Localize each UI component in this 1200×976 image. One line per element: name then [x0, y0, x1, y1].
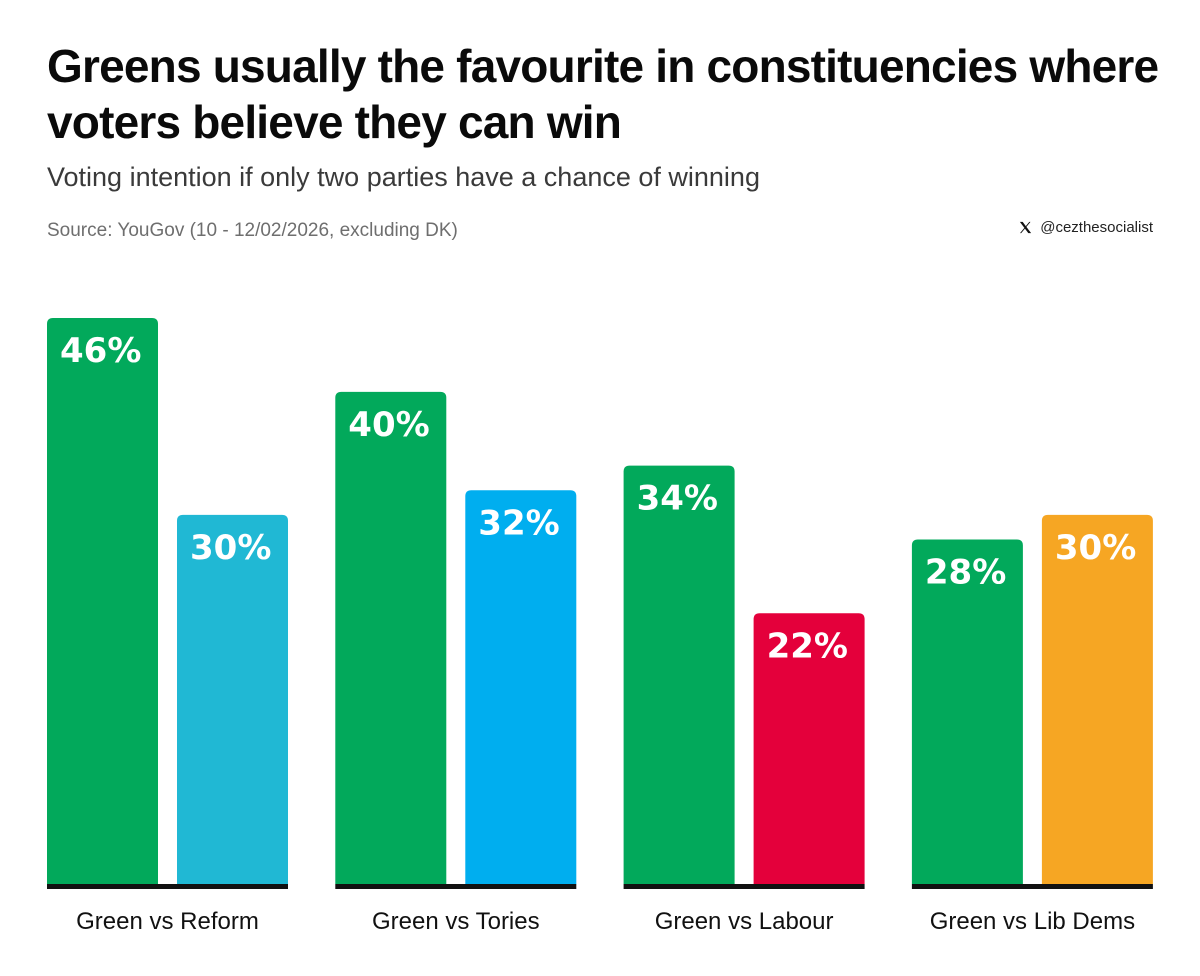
bar-green-vs-lib-dems-lib-dems — [1041, 514, 1153, 884]
credit-handle: @cezthesocialist — [1040, 219, 1153, 236]
data-label-green-vs-labour-green: 34% — [637, 479, 718, 519]
bar-green-vs-tories-tories — [465, 490, 577, 884]
data-label-green-vs-tories-green: 40% — [348, 405, 429, 445]
source-note: Source: YouGov (10 - 12/02/2026, excludi… — [47, 220, 458, 241]
bar-green-vs-labour-labour — [753, 613, 865, 884]
baseline-green-vs-tories — [335, 884, 577, 889]
bar-green-vs-reform-reform — [177, 514, 288, 884]
author-credit: @cezthesocialist — [1018, 219, 1153, 236]
category-label-green-vs-reform: Green vs Reform — [76, 908, 259, 935]
category-label-green-vs-labour: Green vs Labour — [655, 908, 834, 935]
data-label-green-vs-labour-labour: 22% — [767, 626, 848, 666]
chart-subtitle: Voting intention if only two parties hav… — [47, 162, 760, 192]
chart-title: Greens usually the favourite in constitu… — [47, 40, 1159, 148]
baseline-green-vs-reform — [47, 884, 288, 889]
data-label-green-vs-lib-dems-lib-dems: 30% — [1055, 528, 1136, 568]
data-label-green-vs-tories-tories: 32% — [478, 503, 559, 543]
data-label-green-vs-reform-reform: 30% — [190, 528, 271, 568]
data-label-green-vs-reform-green: 46% — [60, 331, 141, 371]
bar-green-vs-labour-green — [623, 465, 735, 884]
baseline-green-vs-labour — [623, 884, 865, 889]
category-label-green-vs-tories: Green vs Tories — [372, 908, 540, 935]
data-label-green-vs-lib-dems-green: 28% — [925, 552, 1006, 592]
category-label-green-vs-lib-dems: Green vs Lib Dems — [930, 908, 1135, 935]
bar-green-vs-reform-green — [47, 318, 158, 884]
bar-green-vs-lib-dems-green — [911, 539, 1023, 884]
x-logo-icon — [1020, 221, 1032, 234]
baseline-green-vs-lib-dems — [911, 884, 1153, 889]
bar-green-vs-tories-green — [335, 391, 447, 884]
